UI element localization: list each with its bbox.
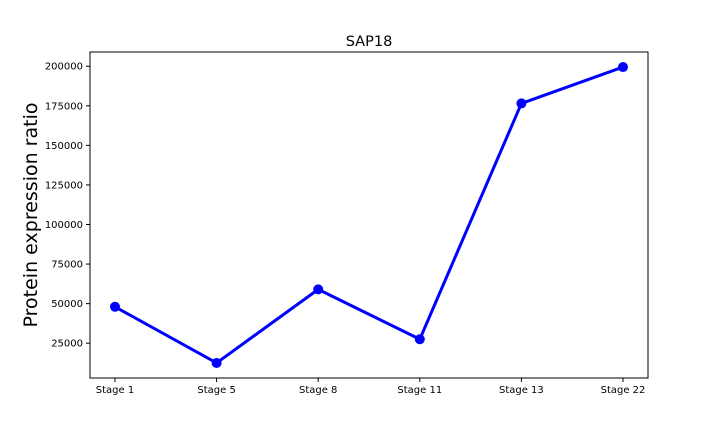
x-tick-label: Stage 22 bbox=[601, 385, 646, 396]
y-tick-label: 25000 bbox=[51, 339, 83, 350]
y-axis-label: Protein expression ratio bbox=[20, 103, 42, 328]
data-point-2 bbox=[211, 357, 222, 368]
y-tick-label: 50000 bbox=[51, 299, 83, 310]
x-tick-label: Stage 11 bbox=[397, 385, 442, 396]
data-point-4 bbox=[414, 334, 425, 345]
data-point-5 bbox=[516, 98, 527, 109]
x-tick-label: Stage 5 bbox=[197, 385, 235, 396]
y-axis-ticks: 25000 50000 75000 100000 125000 150000 175000 2… bbox=[45, 62, 90, 350]
series-group bbox=[110, 62, 628, 368]
x-tick-label: Stage 13 bbox=[499, 385, 544, 396]
y-tick-label: 175000 bbox=[45, 101, 83, 112]
y-tick-label: 75000 bbox=[51, 260, 83, 271]
x-tick-label: Stage 1 bbox=[96, 385, 134, 396]
plot-area-frame bbox=[89, 51, 649, 379]
data-point-6 bbox=[618, 62, 628, 73]
y-tick-label: 150000 bbox=[45, 141, 83, 152]
x-tick-label: Stage 8 bbox=[299, 385, 337, 396]
y-tick-label: 200000 bbox=[45, 62, 83, 73]
data-point-3 bbox=[313, 284, 324, 295]
chart-title: SAP18 bbox=[346, 34, 393, 50]
data-point-1 bbox=[110, 301, 120, 312]
x-axis-ticks: Stage 1 Stage 5 Stage 8 Stage 11 Stage 13 Sta… bbox=[96, 378, 646, 396]
y-tick-label: 100000 bbox=[45, 220, 83, 231]
series-line bbox=[114, 65, 624, 365]
y-tick-label: 125000 bbox=[45, 180, 83, 191]
